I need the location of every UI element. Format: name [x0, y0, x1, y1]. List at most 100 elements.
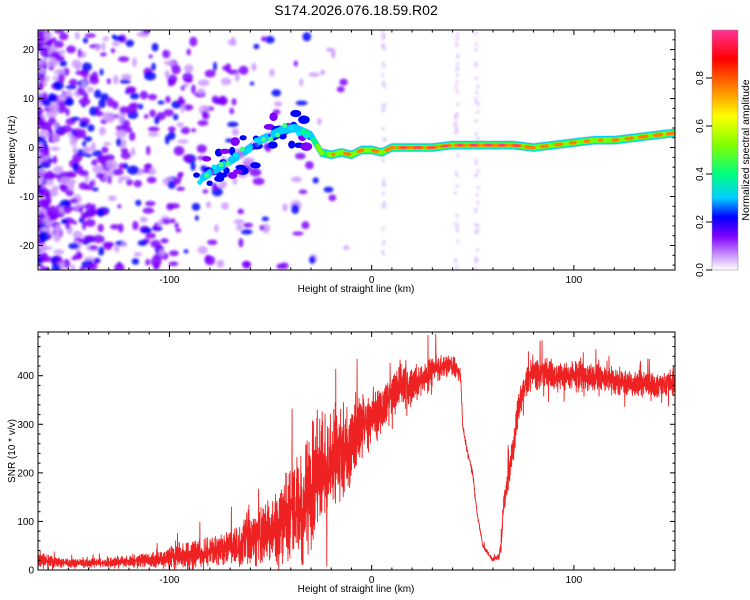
noise-blob — [202, 189, 209, 194]
noise-blob — [162, 49, 170, 59]
ridge-core — [671, 131, 675, 135]
spectrogram-noise — [38, 30, 480, 270]
ridge-cluster — [268, 141, 278, 149]
noise-blob — [196, 144, 207, 154]
ridge-core — [402, 146, 408, 149]
noise-blob — [39, 47, 49, 57]
noise-blob — [206, 201, 212, 209]
noise-blob — [238, 238, 244, 248]
spectrogram-x-label: Height of straight line (km) — [298, 284, 415, 295]
streak-blob — [476, 84, 480, 89]
ridge-cluster — [250, 162, 261, 169]
noise-blob — [218, 96, 228, 106]
noise-blob — [48, 116, 57, 125]
noise-blob — [72, 163, 79, 172]
x-tick-label: 100 — [566, 575, 583, 586]
noise-blob — [72, 230, 83, 240]
streak-blob — [455, 80, 459, 85]
snr-x-label: Height of straight line (km) — [298, 584, 415, 595]
noise-blob — [60, 218, 68, 225]
noise-blob — [95, 172, 105, 179]
ridge-spot — [239, 146, 245, 152]
colorbar-tick-label: 0.8 — [695, 71, 706, 85]
noise-blob — [168, 203, 180, 209]
noise-blob — [295, 100, 308, 106]
noise-blob — [298, 189, 308, 194]
noise-blob — [105, 113, 116, 123]
noise-blob — [169, 218, 176, 224]
noise-blob — [72, 220, 78, 225]
noise-blob — [58, 105, 63, 111]
noise-blob — [249, 81, 255, 86]
chart-title: S174.2026.076.18.59.R02 — [274, 2, 438, 18]
noise-blob — [119, 79, 131, 84]
noise-blob — [84, 33, 96, 38]
noise-blob — [118, 116, 124, 125]
snr-line — [38, 333, 675, 570]
noise-blob — [38, 38, 42, 49]
y-tick-label: 300 — [17, 420, 34, 431]
streak-blob — [456, 153, 460, 158]
streak-blob — [383, 46, 387, 51]
ridge-core — [419, 145, 425, 150]
noise-blob — [251, 62, 257, 72]
noise-blob — [126, 87, 136, 94]
noise-blob — [336, 86, 345, 93]
ridge-cluster — [214, 175, 225, 182]
noise-blob — [148, 54, 153, 59]
streak-blob — [475, 90, 479, 95]
noise-blob — [214, 224, 219, 233]
noise-blob — [233, 219, 245, 225]
noise-blob — [38, 106, 44, 116]
noise-blob — [147, 126, 160, 132]
noise-blob — [61, 125, 73, 133]
noise-blob — [100, 52, 107, 57]
noise-blob — [69, 198, 79, 204]
noise-blob — [229, 107, 235, 115]
noise-blob — [163, 60, 176, 66]
noise-blob — [180, 126, 191, 135]
snr-frame — [37, 331, 676, 571]
noise-blob — [116, 137, 122, 147]
ridge-core — [374, 149, 380, 153]
streak-blob — [453, 121, 457, 126]
streak-blob — [381, 126, 385, 131]
noise-blob — [176, 122, 184, 128]
ridge-spot — [289, 125, 295, 131]
x-tick-label: 0 — [369, 575, 375, 586]
noise-blob — [178, 96, 184, 106]
noise-blob — [82, 146, 92, 154]
noise-blob — [197, 79, 210, 87]
streak-blob — [382, 239, 386, 244]
noise-blob — [47, 93, 57, 102]
noise-blob — [189, 36, 198, 47]
noise-blob — [236, 224, 243, 231]
noise-blob — [82, 37, 89, 44]
noise-blob — [145, 232, 156, 239]
noise-blob — [39, 72, 46, 82]
noise-blob — [78, 206, 84, 214]
noise-blob — [92, 164, 104, 174]
streak-blob — [455, 184, 459, 189]
noise-blob — [53, 165, 64, 174]
colorbar: 0.0 0.2 0.4 0.6 0.8 Normalized spectral ampl… — [695, 29, 750, 277]
ridge-spot — [275, 132, 281, 138]
noise-blob — [57, 73, 65, 83]
noise-blob — [176, 186, 185, 192]
ridge-spot — [246, 147, 252, 153]
streak-blob — [456, 54, 460, 59]
ridge-cluster — [227, 171, 238, 179]
noise-blob — [237, 208, 244, 215]
ridge-core — [430, 146, 435, 149]
noise-blob — [45, 75, 50, 82]
noise-blob — [46, 39, 52, 47]
noise-blob — [249, 168, 262, 177]
noise-blob — [259, 224, 265, 231]
noise-blob — [81, 80, 88, 89]
streak-blob — [474, 76, 478, 81]
ridge-spot — [253, 137, 259, 143]
noise-blob — [308, 72, 320, 77]
noise-blob — [253, 43, 260, 50]
noise-blob — [292, 231, 304, 236]
